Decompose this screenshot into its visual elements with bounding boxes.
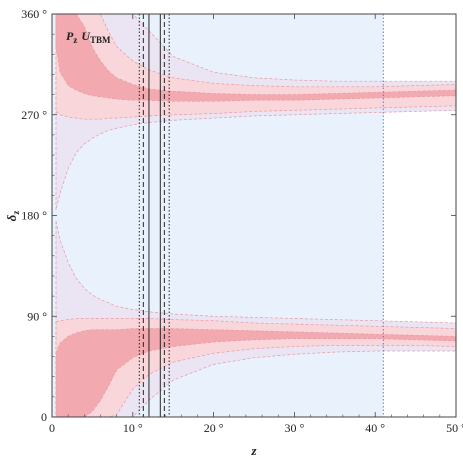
y-tick-label: 180 ° <box>21 209 47 223</box>
x-tick-label: 40 ° <box>365 421 385 435</box>
x-tick-label: 30 ° <box>284 421 304 435</box>
y-axis-title: δz <box>4 211 21 222</box>
x-tick-label: 20 ° <box>204 421 224 435</box>
x-tick-label: 0 <box>49 421 55 435</box>
x-tick-label: 10 ° <box>123 421 143 435</box>
x-tick-label: 50 ° <box>446 421 463 435</box>
x-axis-title: z <box>250 443 257 458</box>
y-tick-label: 360 ° <box>21 7 47 21</box>
y-tick-label: 90 ° <box>27 309 47 323</box>
band-lower-1-sigma <box>55 328 457 418</box>
plot-label: Pz UTBM <box>66 29 111 45</box>
y-tick-label: 270 ° <box>21 108 47 122</box>
band-upper-1-sigma <box>55 13 457 102</box>
y-tick-label: 0 <box>41 410 47 424</box>
